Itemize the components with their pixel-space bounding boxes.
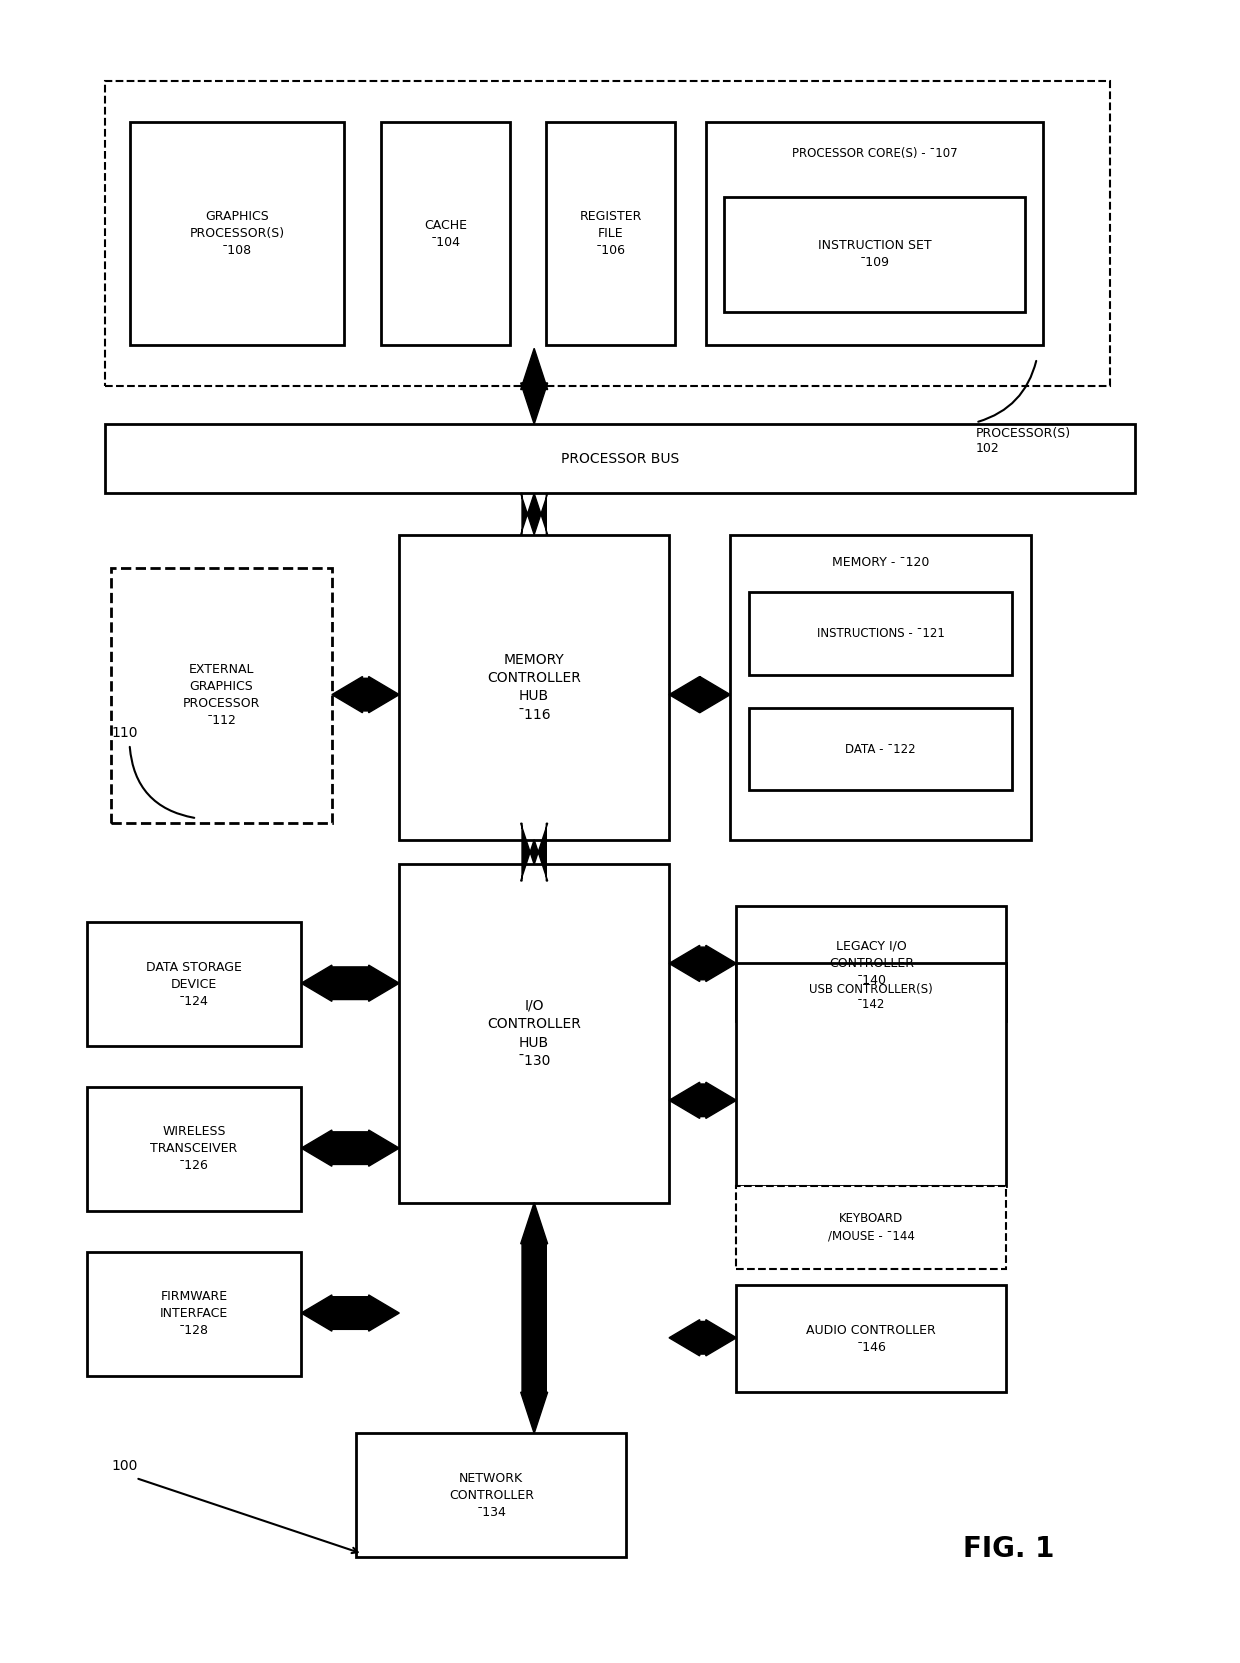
Text: PROCESSOR(S)
102: PROCESSOR(S) 102 [976, 427, 1070, 456]
Bar [87, 1252, 301, 1375]
Text: INSTRUCTIONS - ¯121: INSTRUCTIONS - ¯121 [817, 627, 945, 640]
Polygon shape [301, 1129, 399, 1166]
Polygon shape [670, 1083, 737, 1119]
Bar [749, 708, 1012, 790]
Text: PROCESSOR CORE(S) - ¯107: PROCESSOR CORE(S) - ¯107 [791, 146, 957, 160]
Text: GRAPHICS
PROCESSOR(S)
¯108: GRAPHICS PROCESSOR(S) ¯108 [190, 210, 284, 258]
Text: MEMORY - ¯120: MEMORY - ¯120 [832, 555, 929, 569]
Text: AUDIO CONTROLLER
¯146: AUDIO CONTROLLER ¯146 [806, 1324, 936, 1354]
Bar [737, 1186, 1006, 1269]
Text: DATA - ¯122: DATA - ¯122 [846, 743, 916, 755]
Text: PROCESSOR BUS: PROCESSOR BUS [560, 452, 680, 466]
Text: EXTERNAL
GRAPHICS
PROCESSOR
¯112: EXTERNAL GRAPHICS PROCESSOR ¯112 [182, 664, 260, 727]
Bar [381, 123, 510, 344]
Polygon shape [521, 823, 548, 881]
Bar [737, 1285, 1006, 1392]
Bar [737, 906, 1006, 1021]
Bar [737, 963, 1006, 1186]
Polygon shape [521, 1202, 548, 1434]
Text: CACHE
¯104: CACHE ¯104 [424, 220, 466, 249]
Bar [547, 123, 675, 344]
Polygon shape [670, 945, 737, 981]
Polygon shape [332, 677, 399, 713]
Text: 100: 100 [112, 1460, 138, 1473]
Bar [706, 123, 1043, 344]
Bar [105, 81, 1111, 386]
Text: KEYBOARD
/MOUSE - ¯144: KEYBOARD /MOUSE - ¯144 [828, 1212, 915, 1242]
Text: NETWORK
CONTROLLER
¯134: NETWORK CONTROLLER ¯134 [449, 1472, 533, 1518]
Text: FIG. 1: FIG. 1 [963, 1535, 1055, 1563]
Bar [399, 865, 670, 1202]
Bar [730, 535, 1030, 840]
Polygon shape [521, 494, 548, 535]
Text: WIRELESS
TRANSCEIVER
¯126: WIRELESS TRANSCEIVER ¯126 [150, 1126, 238, 1172]
Text: FIRMWARE
INTERFACE
¯128: FIRMWARE INTERFACE ¯128 [160, 1290, 228, 1337]
Text: REGISTER
FILE
¯106: REGISTER FILE ¯106 [579, 210, 642, 258]
Text: I/O
CONTROLLER
HUB
¯130: I/O CONTROLLER HUB ¯130 [487, 999, 582, 1068]
Text: USB CONTROLLER(S)
¯142: USB CONTROLLER(S) ¯142 [810, 983, 934, 1011]
Bar [356, 1434, 626, 1557]
Bar [112, 567, 332, 823]
Bar [105, 424, 1135, 494]
Bar [399, 535, 670, 840]
Text: DATA STORAGE
DEVICE
¯124: DATA STORAGE DEVICE ¯124 [146, 961, 242, 1008]
Text: LEGACY I/O
CONTROLLER
¯140: LEGACY I/O CONTROLLER ¯140 [828, 940, 914, 986]
Bar [749, 592, 1012, 675]
Bar [724, 196, 1024, 313]
Polygon shape [301, 1295, 399, 1330]
Polygon shape [670, 677, 730, 713]
Text: 110: 110 [112, 725, 138, 740]
Polygon shape [670, 1320, 737, 1355]
Bar [87, 923, 301, 1046]
Polygon shape [301, 965, 399, 1001]
Polygon shape [521, 348, 548, 424]
Text: MEMORY
CONTROLLER
HUB
¯116: MEMORY CONTROLLER HUB ¯116 [487, 652, 582, 722]
Bar [87, 1088, 301, 1211]
Text: INSTRUCTION SET
¯109: INSTRUCTION SET ¯109 [817, 239, 931, 269]
Bar [129, 123, 345, 344]
